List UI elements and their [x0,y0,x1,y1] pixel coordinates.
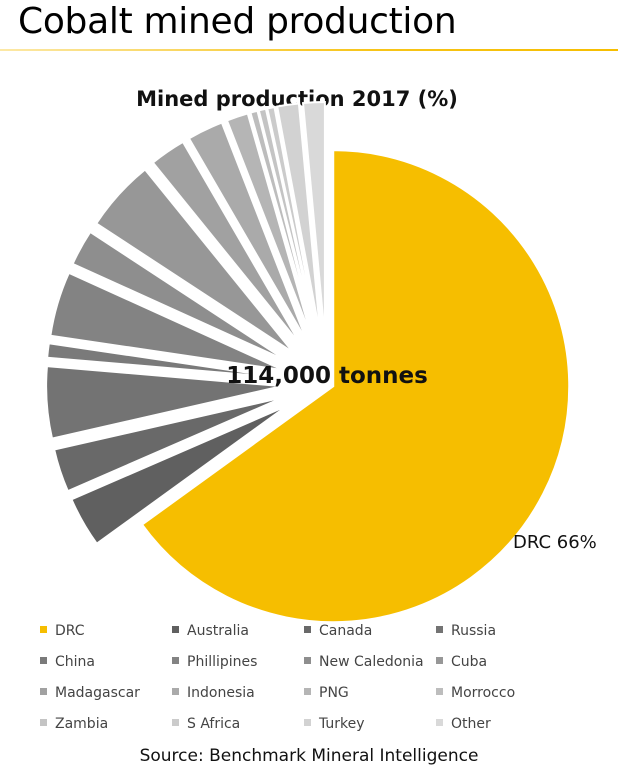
legend-swatch [40,719,47,726]
legend-item-canada: Canada [304,623,372,639]
pie-slice-russia [45,364,283,440]
legend-item-s-africa: S Africa [172,716,240,732]
legend-item-new-caledonia: New Caledonia [304,654,424,670]
legend-item-cuba: Cuba [436,654,487,670]
legend-swatch [436,626,443,633]
source-note: Source: Benchmark Mineral Intelligence [139,746,479,766]
legend-item-other: Other [436,716,491,732]
legend-label: Zambia [55,716,108,732]
drc-data-label: DRC 66% [513,532,597,553]
chart-legend: DRC Australia Canada Russia China Phillipines… [40,623,515,732]
legend-item-phillipines: Phillipines [172,654,257,670]
pie-slice-s-africa [266,105,319,340]
legend-item-zambia: Zambia [40,716,108,732]
legend-item-turkey: Turkey [304,716,365,732]
pie-slice-zambia [257,107,318,340]
pie-slice-new-caledonia [71,230,289,363]
pie-slice-png [225,112,314,341]
legend-item-china: China [40,654,95,670]
slide-title: Cobalt mined production [18,1,457,42]
legend-item-russia: Russia [436,623,496,639]
legend-swatch [40,688,47,695]
legend-swatch [304,626,311,633]
legend-label: Turkey [318,716,365,732]
pie-slice-canada [52,396,285,493]
pie-slice-drc [140,149,571,624]
legend-label: Other [451,716,491,732]
pie-chart: Mined production 2017 (%) 114,000 tonnes… [40,87,597,732]
legend-label: Russia [451,623,496,639]
legend-swatch [304,719,311,726]
pie-slice-madagascar [151,140,303,347]
legend-label: DRC [55,623,85,639]
legend-swatch [436,688,443,695]
legend-label: Canada [319,623,372,639]
legend-item-madagascar: Madagascar [40,685,140,701]
legend-label: Phillipines [187,654,257,670]
legend-swatch [172,688,179,695]
pie-slice-morrocco [249,109,317,340]
legend-label: Morrocco [451,685,515,701]
legend-label: PNG [319,685,349,701]
center-total-label: 114,000 tonnes [226,363,428,389]
legend-label: New Caledonia [319,654,424,670]
legend-swatch [436,657,443,664]
pie-slice-china [46,342,283,379]
legend-swatch [304,657,311,664]
legend-label: Australia [187,623,249,639]
legend-item-indonesia: Indonesia [172,685,255,701]
legend-label: S Africa [187,716,240,732]
pie-slice-turkey [276,102,322,339]
legend-swatch [172,626,179,633]
legend-item-drc: DRC [40,623,85,639]
legend-label: Indonesia [187,685,255,701]
pie-slices [45,101,571,624]
legend-item-australia: Australia [172,623,249,639]
legend-swatch [304,688,311,695]
legend-item-png: PNG [304,685,349,701]
legend-swatch [172,719,179,726]
legend-label: Madagascar [55,685,140,701]
pie-slice-australia [70,404,289,546]
pie-slice-phillipines [49,271,285,372]
title-divider [0,49,618,51]
pie-slice-cuba [94,168,295,354]
pie-slice-other [301,101,326,339]
legend-swatch [172,657,179,664]
legend-swatch [436,719,443,726]
legend-swatch [40,626,47,633]
legend-swatch [40,657,47,664]
legend-item-morrocco: Morrocco [436,685,515,701]
legend-label: Cuba [451,654,487,670]
legend-label: China [55,654,95,670]
pie-slice-indonesia [187,121,309,343]
